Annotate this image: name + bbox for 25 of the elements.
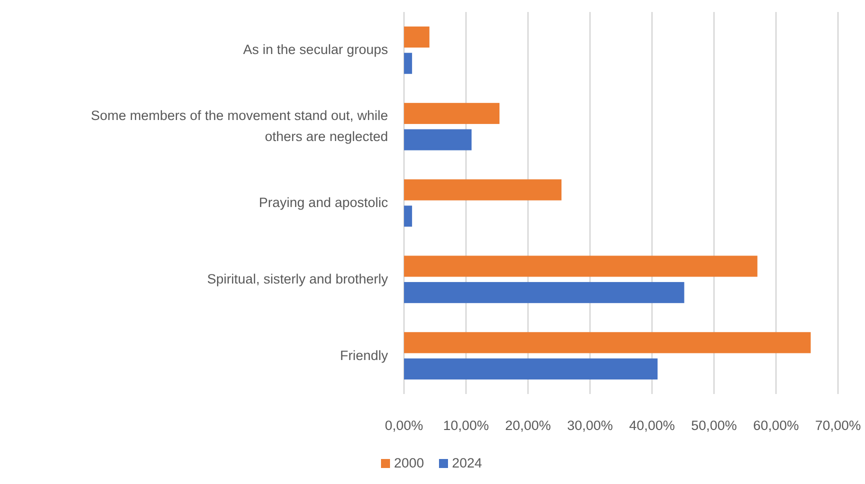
x-tick-label: 50,00% <box>691 418 737 433</box>
bar <box>404 282 684 304</box>
legend-label: 2024 <box>452 456 483 471</box>
bar <box>404 26 430 48</box>
bar <box>404 358 658 380</box>
bar <box>404 102 500 124</box>
bar <box>404 129 472 150</box>
x-tick-label: 70,00% <box>815 418 861 433</box>
y-tick-label: As in the secular groups <box>243 42 388 57</box>
x-tick-label: 60,00% <box>753 418 799 433</box>
bar <box>404 179 562 200</box>
x-tick-label: 30,00% <box>567 418 613 433</box>
y-tick-label: Spiritual, sisterly and brotherly <box>207 270 388 286</box>
y-tick-label: Praying and apostolic <box>258 194 388 210</box>
bar <box>404 206 412 227</box>
bar <box>404 52 412 74</box>
x-tick-label: 10,00% <box>443 418 489 433</box>
bar <box>404 256 758 277</box>
x-tick-label: 40,00% <box>629 418 675 433</box>
bar <box>404 332 811 354</box>
x-tick-label: 0,00% <box>384 418 424 433</box>
y-tick-label: Some members of the movement stand out, while others are neglected <box>90 108 388 144</box>
legend-label: 2000 <box>394 456 424 471</box>
y-tick-label: Friendly <box>340 347 388 362</box>
x-tick-label: 20,00% <box>505 418 551 433</box>
